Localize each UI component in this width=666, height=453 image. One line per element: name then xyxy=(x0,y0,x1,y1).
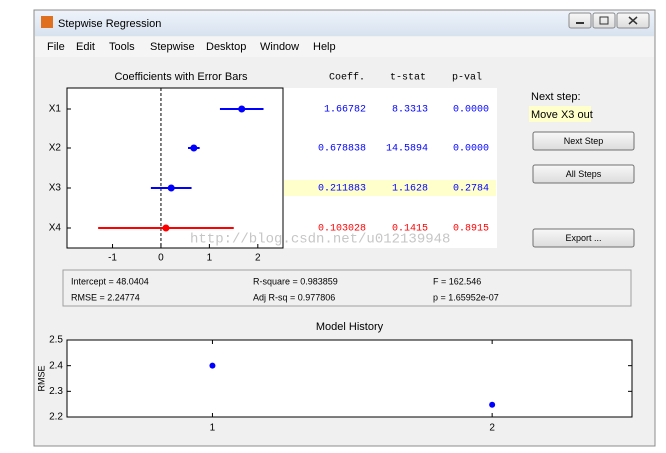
x-tick-label: 1 xyxy=(207,253,213,264)
table-header: p-val xyxy=(452,72,482,84)
table-header: t-stat xyxy=(390,73,426,84)
y-tick-label: X3 xyxy=(49,183,62,194)
coefficient-point xyxy=(167,184,175,192)
history-title: Model History xyxy=(316,321,384,333)
button[interactable] xyxy=(532,228,635,248)
y-tick-label: 2.5 xyxy=(49,335,63,346)
coef-axes xyxy=(66,87,284,249)
table-cell: 0.1415 xyxy=(392,224,428,235)
history-point xyxy=(209,362,216,369)
coefficient-point xyxy=(162,224,170,232)
next-step-label: Next step: xyxy=(531,91,581,103)
coef-plot-title: Coefficients with Error Bars xyxy=(114,71,248,83)
watermark: http://blog.csdn.net/u012139948 xyxy=(190,232,450,248)
stats-box xyxy=(62,269,632,307)
x-tick-label: -1 xyxy=(108,253,117,264)
table-cell: 0.8915 xyxy=(453,224,489,235)
x-tick-label: 1 xyxy=(210,423,216,434)
menu-bar xyxy=(35,37,654,57)
table-area xyxy=(283,88,497,248)
table-cell: 0.0000 xyxy=(453,144,489,155)
next-step-action: Move X3 out xyxy=(531,109,593,121)
table-header: Coeff. xyxy=(329,72,365,84)
stat-text: Intercept = 48.0404 xyxy=(71,276,149,286)
window-controls xyxy=(568,12,650,29)
stat-text: R-square = 0.983859 xyxy=(253,276,338,286)
menu-item[interactable]: Tools xyxy=(109,41,135,53)
menu-item[interactable]: Window xyxy=(260,41,299,53)
content: File Edit Tools Stepwise Desktop Window Help Co… xyxy=(36,41,635,434)
maximize-icon xyxy=(599,16,609,25)
stat-text: p = 1.65952e-07 xyxy=(433,292,499,302)
history-point xyxy=(489,401,496,408)
maximize-button[interactable] xyxy=(592,12,616,29)
title-bar xyxy=(35,11,654,36)
y-tick-label: X1 xyxy=(49,104,62,115)
close-icon xyxy=(628,16,638,25)
table-cell: 14.5894 xyxy=(386,144,428,155)
window-title: Stepwise Regression xyxy=(58,18,161,30)
menu-item[interactable]: Stepwise xyxy=(150,41,195,53)
y-tick-label: X4 xyxy=(49,223,62,234)
menu-item[interactable]: Edit xyxy=(76,41,95,53)
menu-item[interactable]: Desktop xyxy=(206,41,246,53)
menu-item[interactable]: File xyxy=(47,41,65,53)
table-cell: 0.2784 xyxy=(453,184,489,195)
button[interactable] xyxy=(532,131,635,151)
y-tick-label: 2.3 xyxy=(49,386,63,397)
button-label: Export ... xyxy=(565,233,601,243)
y-tick-label: 2.2 xyxy=(49,412,63,423)
table-cell: 0.103028 xyxy=(318,224,366,235)
coefficient-point xyxy=(238,105,246,113)
x-tick-label: 2 xyxy=(489,423,495,434)
stat-text: Adj R-sq = 0.977806 xyxy=(253,292,335,302)
minimize-button[interactable] xyxy=(568,12,592,29)
button[interactable] xyxy=(532,164,635,184)
button-label: Next Step xyxy=(564,136,604,146)
table-cell: 0.678838 xyxy=(318,144,366,155)
x-tick-label: 0 xyxy=(158,253,164,264)
table-cell: 8.3313 xyxy=(392,105,428,116)
coefficient-point xyxy=(190,144,198,152)
button-label: All Steps xyxy=(566,169,602,179)
table-cell: 1.1628 xyxy=(392,184,428,195)
highlight-row xyxy=(284,180,496,196)
y-axis-label: RMSE xyxy=(36,365,46,391)
y-tick-label: X2 xyxy=(49,143,62,154)
x-tick-label: 2 xyxy=(255,253,261,264)
table-cell: 0.0000 xyxy=(453,105,489,116)
y-tick-label: 2.4 xyxy=(49,360,63,371)
stat-text: F = 162.546 xyxy=(433,276,481,286)
next-step-box xyxy=(529,106,591,122)
table-cell: 1.66782 xyxy=(324,105,366,116)
menu-item[interactable]: Help xyxy=(313,41,336,53)
table-cell: 0.211883 xyxy=(318,184,366,195)
history-axes xyxy=(66,339,633,418)
app-icon xyxy=(41,16,53,28)
stat-text: RMSE = 2.24774 xyxy=(71,292,140,302)
